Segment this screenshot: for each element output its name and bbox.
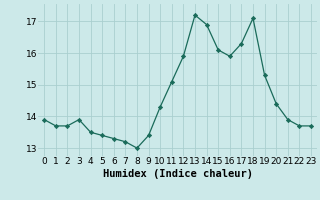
X-axis label: Humidex (Indice chaleur): Humidex (Indice chaleur) [103,169,252,179]
